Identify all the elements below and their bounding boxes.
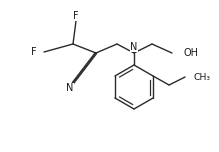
Text: F: F [73,11,79,21]
Text: CH₃: CH₃ [193,74,210,83]
Text: F: F [31,47,37,57]
Text: N: N [66,83,74,93]
Text: N: N [130,42,138,52]
Text: OH: OH [183,48,198,58]
